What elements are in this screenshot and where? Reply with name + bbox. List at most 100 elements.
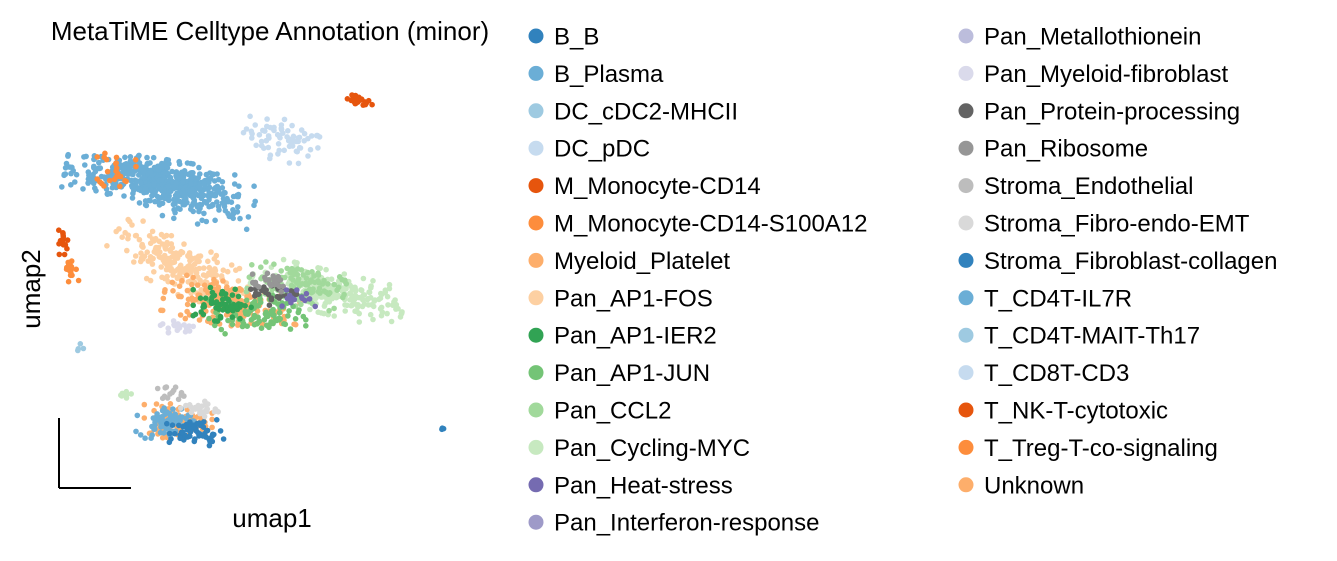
legend-item: M_Monocyte-CD14: [528, 173, 761, 200]
scatter-point-pan-ap1-fos: [188, 263, 194, 270]
scatter-point-m-monocyte-cd14: [358, 96, 365, 102]
scatter-point-pan-cycling-myc: [349, 286, 356, 293]
scatter-point-dc-cdc2-mhcii: [80, 345, 87, 352]
legend-item: Unknown: [958, 472, 1084, 499]
scatter-point-pan-ap1-ier2: [200, 304, 206, 310]
scatter-point-myeloid-platelet: [202, 287, 209, 293]
scatter-point-pan-cycling-myc: [377, 306, 384, 312]
scatter-point-pan-ap1-fos: [178, 248, 184, 255]
scatter-point-pan-ap1-fos: [224, 268, 231, 275]
scatter-point-pan-ap1-ier2: [192, 311, 199, 318]
scatter-point-myeloid-platelet: [170, 288, 176, 294]
scatter-point-t-cd4t-il7r: [199, 217, 205, 224]
scatter-point-pan-ap1-jun: [243, 297, 250, 304]
scatter-point-b-plasma: [107, 190, 113, 197]
scatter-point-t-cd4t-il7r: [194, 204, 201, 210]
legend-marker: [958, 103, 974, 119]
scatter-point-pan-ap1-jun: [212, 322, 218, 329]
scatter-point-t-cd4t-il7r: [154, 411, 160, 417]
scatter-point-pan-ap1-fos: [143, 275, 150, 282]
scatter-point-pan-ccl2: [305, 269, 311, 276]
scatter-point-dc-pdc: [264, 116, 270, 122]
scatter-point-pan-ap1-jun: [261, 317, 268, 323]
scatter-point-pan-ap1-ier2: [237, 315, 243, 322]
legend-marker: [528, 439, 544, 455]
scatter-point-pan-ap1-fos: [145, 258, 152, 264]
scatter-point-dc-pdc: [295, 160, 302, 167]
scatter-point-myeloid-platelet: [215, 284, 222, 291]
scatter-point-b-plasma: [96, 159, 102, 166]
scatter-point-m-monocyte-cd14-s100a12: [104, 168, 111, 175]
scatter-point-myeloid-platelet: [220, 278, 226, 284]
scatter-point-t-cd4t-il7r: [187, 170, 194, 176]
scatter-point-pan-ribosome: [267, 281, 273, 287]
legend-label: T_CD8T-CD3: [984, 360, 1129, 387]
scatter-point-pan-ap1-jun: [296, 307, 302, 313]
scatter-point-pan-cycling-myc: [360, 275, 367, 282]
scatter-point-pan-ap1-ier2: [229, 292, 236, 298]
scatter-point-pan-cycling-myc: [370, 278, 376, 284]
scatter-point-pan-cycling-myc: [360, 297, 366, 303]
scatter-point-m-monocyte-cd14: [56, 251, 63, 258]
scatter-point-pan-ribosome: [249, 271, 256, 278]
legend-label: Pan_Ribosome: [984, 136, 1148, 163]
scatter-point-pan-ap1-jun: [206, 315, 212, 322]
legend-label: M_Monocyte-CD14-S100A12: [554, 211, 868, 238]
scatter-point-pan-ap1-jun: [257, 299, 264, 306]
scatter-point-t-cd4t-il7r: [166, 197, 172, 204]
scatter-point-t-cd4t-il7r: [225, 198, 231, 205]
legend-marker: [528, 327, 544, 343]
scatter-point-dc-pdc: [281, 147, 288, 154]
legend-marker: [958, 290, 974, 306]
scatter-point-pan-ap1-fos: [188, 269, 194, 276]
legend-marker: [528, 290, 544, 306]
legend-label: DC_pDC: [554, 136, 650, 163]
scatter-point-pan-ap1-fos: [167, 248, 174, 254]
scatter-point-b-b: [183, 423, 189, 430]
legend-label: Myeloid_Platelet: [554, 248, 730, 275]
scatter-point-pan-ap1-fos: [113, 228, 119, 235]
legend-label: Pan_Interferon-response: [554, 510, 820, 537]
scatter-point-pan-ccl2: [311, 273, 317, 279]
legend-label: T_CD4T-MAIT-Th17: [984, 323, 1200, 350]
scatter-point-myeloid-platelet: [238, 287, 244, 293]
scatter-point-b-b: [191, 424, 197, 430]
scatter-point-t-cd4t-il7r: [159, 200, 166, 207]
scatter-point-pan-ccl2: [307, 279, 313, 286]
scatter-point-b-plasma: [93, 188, 99, 194]
scatter-point-stroma-endothelial: [162, 384, 169, 391]
scatter-point-t-cd4t-il7r: [188, 206, 194, 212]
legend-marker: [528, 65, 544, 81]
scatter-point-pan-ap1-fos: [177, 271, 183, 277]
legend-item: B_Plasma: [528, 61, 664, 88]
scatter-point-pan-ap1-ier2: [190, 302, 196, 309]
scatter-point-stroma-fibro-endo-emt: [204, 406, 211, 412]
scatter-point-t-cd4t-il7r: [180, 179, 186, 185]
scatter-point-dc-pdc: [286, 160, 293, 166]
scatter-point-pan-ap1-jun: [222, 331, 228, 337]
scatter-point-pan-ap1-fos: [181, 241, 187, 247]
scatter-point-b-plasma: [65, 153, 71, 159]
legend-marker: [528, 365, 544, 381]
scatter-point-pan-ap1-fos: [228, 262, 235, 268]
scatter-point-pan-ap1-jun: [263, 322, 270, 329]
legend-label: Pan_AP1-FOS: [554, 285, 713, 312]
scatter-point-b-b: [191, 438, 198, 445]
scatter-point-t-cd4t-il7r: [221, 189, 228, 196]
scatter-point-t-cd4t-il7r: [161, 405, 167, 411]
scatter-point-b-plasma: [63, 160, 70, 167]
legend-item: M_Monocyte-CD14-S100A12: [528, 211, 868, 238]
scatter-point-stroma-endothelial: [178, 392, 184, 398]
scatter-point-pan-ap1-fos: [205, 258, 211, 265]
scatter-point-pan-ribosome: [278, 288, 285, 295]
scatter-point-dc-pdc: [275, 151, 281, 157]
scatter-point-t-cd4t-il7r: [230, 193, 237, 200]
legend-item: Pan_AP1-JUN: [528, 360, 710, 387]
scatter-point-pan-ap1-fos: [131, 259, 137, 265]
scatter-point-pan-heat-stress: [279, 303, 285, 309]
scatter-point-pan-cycling-myc: [123, 395, 130, 401]
scatter-point-t-cd4t-il7r: [162, 411, 168, 418]
scatter-point-m-monocyte-cd14: [353, 100, 359, 107]
scatter-point-pan-ccl2: [284, 265, 291, 272]
scatter-point-t-cd4t-il7r: [245, 214, 252, 220]
